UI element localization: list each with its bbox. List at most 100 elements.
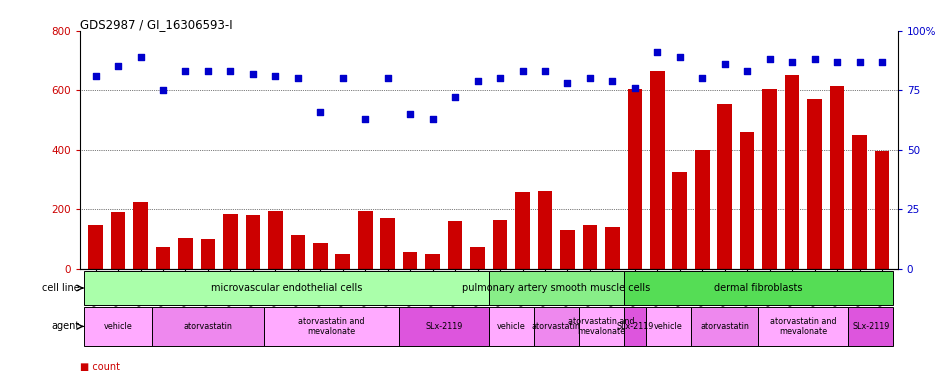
Text: atorvastatin: atorvastatin — [532, 322, 581, 331]
Point — [155, 87, 170, 93]
Text: dermal fibroblasts: dermal fibroblasts — [714, 283, 803, 293]
Bar — [313, 243, 328, 269]
Bar — [156, 247, 170, 269]
Point — [695, 75, 710, 81]
Point — [447, 94, 462, 101]
Point — [133, 54, 149, 60]
Bar — [245, 215, 260, 269]
Text: SLx-2119: SLx-2119 — [425, 322, 462, 331]
Point — [313, 109, 328, 115]
Bar — [623, 271, 893, 305]
Text: ■ count: ■ count — [80, 362, 120, 372]
Text: agent: agent — [51, 321, 80, 331]
Text: atorvastatin: atorvastatin — [700, 322, 749, 331]
Point — [290, 75, 306, 81]
Point — [650, 49, 665, 55]
Text: vehicle: vehicle — [103, 322, 133, 331]
Bar — [583, 225, 597, 269]
Bar — [650, 71, 665, 269]
Point — [604, 78, 619, 84]
Bar — [807, 99, 822, 269]
Bar — [425, 254, 440, 269]
Bar — [381, 218, 395, 269]
Bar — [853, 135, 867, 269]
Bar — [470, 247, 485, 269]
Point — [515, 68, 530, 74]
Bar — [672, 172, 687, 269]
Bar — [85, 271, 489, 305]
Bar — [200, 239, 215, 269]
Point — [111, 63, 126, 70]
Point — [493, 75, 508, 81]
Bar — [111, 212, 125, 269]
Point — [380, 75, 395, 81]
Bar — [534, 307, 579, 346]
Bar — [717, 104, 732, 269]
Bar — [579, 307, 623, 346]
Point — [200, 68, 215, 74]
Bar — [223, 214, 238, 269]
Text: vehicle: vehicle — [654, 322, 683, 331]
Point — [245, 71, 260, 77]
Bar — [133, 202, 148, 269]
Point — [358, 116, 373, 122]
Bar — [605, 227, 619, 269]
Point — [762, 56, 777, 62]
Text: pulmonary artery smooth muscle cells: pulmonary artery smooth muscle cells — [462, 283, 650, 293]
Text: SLx-2119: SLx-2119 — [852, 322, 889, 331]
Bar — [646, 307, 691, 346]
Text: atorvastatin and
mevalonate: atorvastatin and mevalonate — [298, 317, 365, 336]
Bar — [489, 271, 623, 305]
Point — [874, 59, 889, 65]
Text: microvascular endothelial cells: microvascular endothelial cells — [211, 283, 362, 293]
Point — [717, 61, 732, 67]
Point — [178, 68, 193, 74]
Bar — [560, 230, 574, 269]
Bar — [759, 307, 848, 346]
Bar — [447, 221, 462, 269]
Bar — [85, 307, 151, 346]
Point — [268, 73, 283, 79]
Bar — [493, 220, 508, 269]
Point — [88, 73, 103, 79]
Text: GDS2987 / GI_16306593-I: GDS2987 / GI_16306593-I — [80, 18, 232, 31]
Bar — [785, 75, 799, 269]
Bar — [358, 211, 372, 269]
Point — [538, 68, 553, 74]
Bar — [740, 132, 755, 269]
Bar — [489, 307, 534, 346]
Bar — [290, 235, 306, 269]
Bar — [399, 307, 489, 346]
Bar — [268, 211, 283, 269]
Bar — [695, 150, 710, 269]
Bar — [762, 89, 777, 269]
Point — [627, 85, 642, 91]
Bar — [179, 238, 193, 269]
Text: atorvastatin: atorvastatin — [183, 322, 232, 331]
Text: atorvastatin and
mevalonate: atorvastatin and mevalonate — [568, 317, 634, 336]
Bar — [264, 307, 399, 346]
Point — [560, 80, 575, 86]
Point — [402, 111, 417, 117]
Bar — [628, 89, 642, 269]
Bar — [691, 307, 759, 346]
Bar — [875, 151, 889, 269]
Text: atorvastatin and
mevalonate: atorvastatin and mevalonate — [770, 317, 837, 336]
Point — [425, 116, 440, 122]
Bar — [848, 307, 893, 346]
Point — [672, 54, 687, 60]
Point — [785, 59, 800, 65]
Text: vehicle: vehicle — [497, 322, 525, 331]
Text: cell line: cell line — [41, 283, 80, 293]
Bar — [336, 254, 350, 269]
Point — [740, 68, 755, 74]
Bar — [403, 252, 417, 269]
Text: SLx-2119: SLx-2119 — [616, 322, 653, 331]
Point — [807, 56, 822, 62]
Bar — [830, 86, 844, 269]
Point — [583, 75, 598, 81]
Bar — [151, 307, 264, 346]
Point — [470, 78, 485, 84]
Point — [223, 68, 238, 74]
Bar — [538, 191, 553, 269]
